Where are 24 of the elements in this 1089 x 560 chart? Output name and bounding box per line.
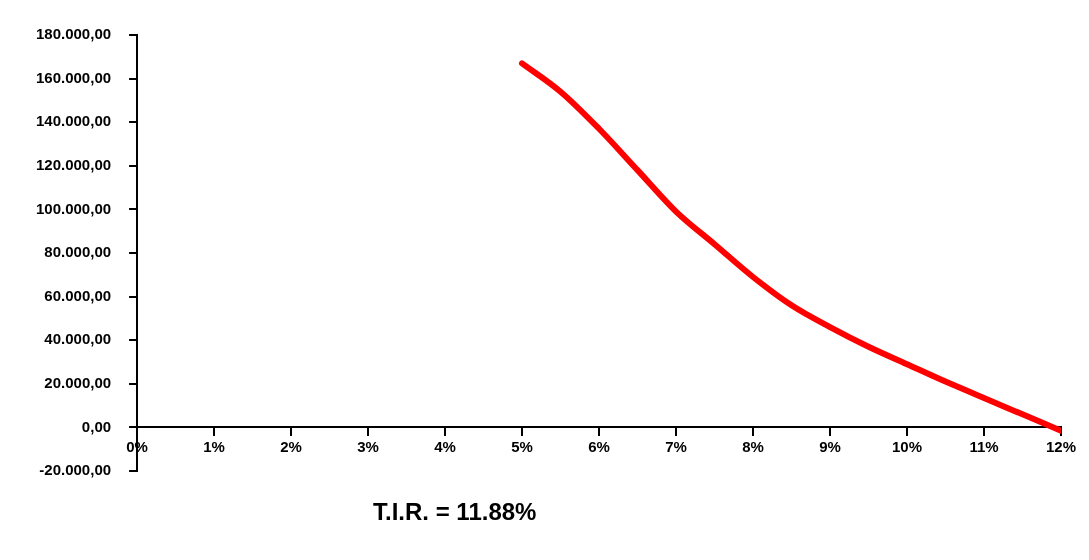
y-tick-label: 120.000,00	[36, 155, 112, 173]
y-tick-label: 40.000,00	[44, 330, 112, 348]
y-tick-label: 180.000,00	[36, 25, 112, 43]
x-tick-label: 9%	[819, 437, 841, 455]
y-tick-label: 80.000,00	[44, 243, 112, 261]
y-tick-label: -20.000,00	[39, 461, 112, 479]
y-tick-label: 160.000,00	[36, 68, 112, 86]
x-axis-title: T.I.R. = 11.88%	[372, 498, 538, 526]
x-tick-label: 10%	[892, 437, 923, 455]
x-tick-label: 1%	[203, 437, 225, 455]
y-tick-label: 20.000,00	[44, 373, 112, 391]
x-tick-label: 11%	[969, 437, 999, 455]
y-tick-label: 0,00	[81, 417, 112, 435]
x-tick-label: 4%	[434, 437, 456, 455]
x-tick-label: 3%	[357, 437, 379, 455]
x-tick-label: 6%	[588, 437, 610, 455]
x-tick-label: 12%	[1045, 437, 1077, 455]
y-tick-label: 140.000,00	[36, 112, 112, 130]
y-tick-label: 100.000,00	[36, 199, 112, 217]
x-tick-label: 5%	[511, 437, 533, 455]
x-tick-label: 8%	[742, 437, 764, 455]
x-tick-label: 7%	[665, 437, 687, 455]
y-tick-label: 60.000,00	[44, 286, 112, 304]
x-tick-label: 2%	[280, 437, 302, 455]
